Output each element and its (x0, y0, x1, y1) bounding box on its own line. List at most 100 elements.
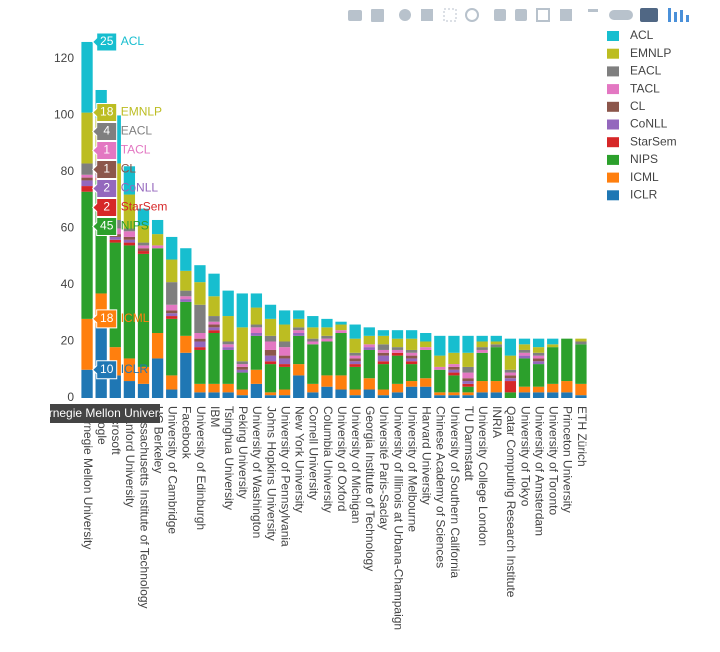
bar-segment (264, 392, 277, 396)
modebar[interactable] (348, 8, 689, 22)
hover-category-text: Carnegie Mellon University (33, 406, 176, 420)
bar-segment (349, 358, 361, 362)
bar-segment (532, 364, 545, 387)
bar-segment (335, 324, 347, 331)
bar-segment (166, 236, 178, 260)
bar-segment (151, 219, 164, 235)
bar-segment (151, 234, 164, 246)
camera-icon[interactable] (348, 10, 362, 21)
plotly-logo[interactable] (680, 10, 683, 22)
hover-category-box (50, 404, 160, 423)
bar-segment (321, 318, 333, 328)
hover-compare-icon[interactable] (640, 8, 658, 22)
x-tick-label: Carnegie Mellon University (81, 406, 95, 549)
bar-segment (81, 191, 93, 319)
legend-text: ICLR (630, 187, 658, 201)
y-tick-label: 40 (61, 277, 75, 291)
x-tick-label: University of Southern California (448, 406, 462, 578)
bar-segment (166, 375, 178, 390)
spike-icon[interactable] (588, 9, 598, 12)
bar-segment (434, 395, 446, 398)
lasso-icon[interactable] (465, 8, 479, 22)
bar-segment (222, 344, 234, 348)
x-tick-label: Université Paris-Saclay (377, 406, 391, 530)
x-tick-label: University of Washington (250, 406, 264, 538)
plotly-logo[interactable] (668, 8, 671, 22)
bar-segment (166, 282, 178, 305)
bar-segment (194, 333, 206, 339)
x-tick-label: Tsinghua University (222, 406, 236, 510)
bar-segment (377, 395, 390, 398)
bar-segment (532, 338, 545, 348)
pan-icon[interactable] (421, 9, 433, 21)
legend-swatch (607, 101, 619, 112)
bar-segment (180, 290, 192, 297)
bar-segment (504, 378, 517, 382)
hover-name: NIPS (121, 219, 149, 233)
bar-segment (222, 341, 234, 345)
bar-segment (222, 383, 234, 393)
autoscale-icon[interactable] (536, 8, 550, 22)
bar-segment (448, 366, 460, 370)
bar-segment (476, 349, 488, 353)
bar-segment (180, 301, 192, 336)
bar-segment (321, 327, 333, 336)
hover-box (91, 141, 118, 161)
bar-segment (575, 395, 587, 398)
bar-segment (335, 333, 347, 376)
hover-value: 2 (103, 200, 110, 214)
hover-value: 4 (103, 124, 110, 138)
bar-segment (391, 330, 404, 339)
hover-closest-icon[interactable] (609, 10, 633, 20)
legend-text: CoNLL (630, 117, 668, 131)
home-icon[interactable] (560, 9, 572, 21)
bar-segment (490, 381, 502, 393)
bar-segment (321, 338, 333, 342)
save-icon[interactable] (371, 9, 384, 22)
x-tick-label: University of Pennsylvania (278, 406, 292, 547)
zoom-icon[interactable] (399, 9, 411, 21)
zoom-out-icon[interactable] (515, 9, 527, 21)
zoom-in-icon[interactable] (494, 9, 506, 21)
bar-segment (137, 208, 150, 226)
bar-segment (293, 310, 305, 319)
bar-segment (547, 338, 559, 345)
bar-segment (405, 349, 418, 353)
y-tick-label: 0 (67, 390, 74, 404)
bar-segment (264, 395, 277, 398)
select-icon[interactable] (443, 8, 457, 22)
bar-segment (518, 355, 531, 359)
bar-segment (335, 375, 347, 390)
x-tick-label: University of Illinois at Urbana-Champai… (391, 406, 405, 630)
bar-segment (264, 364, 277, 393)
bar-segment (391, 383, 404, 393)
bar-segment (405, 361, 418, 365)
bar-segment (420, 386, 432, 398)
bar-segment (547, 347, 559, 384)
plotly-logo[interactable] (686, 15, 689, 22)
bar-segment (490, 341, 502, 345)
bar-segment (278, 364, 291, 367)
bar-segment (405, 381, 418, 387)
bar-segment (222, 290, 234, 317)
bar-segment (476, 335, 488, 342)
bar-segment (264, 361, 277, 365)
x-tick-label: University of Toronto (547, 406, 561, 515)
bar-segment (81, 180, 93, 187)
plotly-logo[interactable] (674, 12, 677, 22)
bar-segment (278, 389, 291, 396)
bar-segment (518, 358, 531, 387)
bar-segment (208, 273, 220, 297)
bar-segment (151, 245, 164, 249)
hover-value: 1 (103, 143, 110, 157)
bar-segment (236, 369, 248, 373)
bar-segment (180, 270, 192, 291)
bar-segment (250, 293, 263, 308)
bar-segment (377, 355, 390, 362)
bar-segment (377, 335, 390, 345)
bar-segment (123, 228, 136, 232)
bar-segment (462, 372, 474, 379)
hover-value: 18 (100, 311, 114, 325)
hover-name: EACL (121, 124, 153, 138)
